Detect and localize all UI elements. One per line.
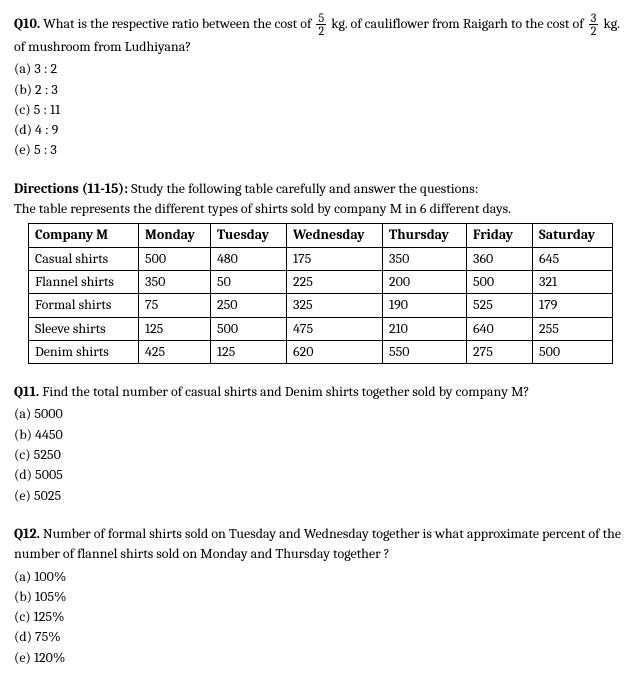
cell: 190 [383,294,467,317]
frac-den: 2 [589,25,599,37]
option-e: (e) 5025 [14,486,623,506]
table-row: Sleeve shirts 125 500 475 210 640 255 [29,317,613,340]
q10-label: Q10. [14,15,40,32]
col-header: Company M [29,224,139,247]
cell: 475 [287,317,383,340]
row-label: Formal shirts [29,294,139,317]
option-a: (a) 100% [14,567,623,587]
cell: 360 [467,247,533,270]
row-label: Casual shirts [29,247,139,270]
q11-label: Q11. [14,383,39,400]
q11-options: (a) 5000 (b) 4450 (c) 5250 (d) 5005 (e) … [14,404,623,505]
option-a: (a) 5000 [14,404,623,424]
cell: 620 [287,340,383,363]
option-b: (b) 2 : 3 [14,80,623,100]
cell: 250 [211,294,287,317]
cell: 255 [533,317,613,340]
question-11: Q11. Find the total number of casual shi… [14,382,623,402]
q10-options: (a) 3 : 2 (b) 2 : 3 (c) 5 : 11 (d) 4 : 9… [14,59,623,160]
row-label: Sleeve shirts [29,317,139,340]
cell: 321 [533,270,613,293]
option-c: (c) 5 : 11 [14,100,623,120]
table-row: Casual shirts 500 480 175 350 360 645 [29,247,613,270]
col-header: Friday [467,224,533,247]
col-header: Wednesday [287,224,383,247]
cell: 640 [467,317,533,340]
table-row: Denim shirts 425 125 620 550 275 500 [29,340,613,363]
option-b: (b) 105% [14,587,623,607]
cell: 500 [211,317,287,340]
frac-den: 2 [316,25,326,37]
cell: 645 [533,247,613,270]
directions-text: Study the following table carefully and … [131,180,478,197]
table-row: Flannel shirts 350 50 225 200 500 321 [29,270,613,293]
cell: 425 [139,340,211,363]
option-c: (c) 5250 [14,445,623,465]
cell: 75 [139,294,211,317]
q10-text-2: kg. of cauliflower from Raigarh to the c… [331,15,586,32]
cell: 200 [383,270,467,293]
row-label: Flannel shirts [29,270,139,293]
directions-label: Directions (11-15): [14,180,128,197]
cell: 550 [383,340,467,363]
option-e: (e) 5 : 3 [14,140,623,160]
col-header: Tuesday [211,224,287,247]
directions-11-15: Directions (11-15): Study the following … [14,179,623,220]
option-d: (d) 4 : 9 [14,120,623,140]
q11-text: Find the total number of casual shirts a… [42,383,529,400]
directions-subtext: The table represents the different types… [14,199,623,219]
question-10: Q10. What is the respective ratio betwee… [14,12,623,57]
question-12: Q12. Number of formal shirts sold on Tue… [14,524,623,565]
option-b: (b) 4450 [14,425,623,445]
col-header: Thursday [383,224,467,247]
cell: 325 [287,294,383,317]
q12-label: Q12. [14,525,40,542]
table-body: Casual shirts 500 480 175 350 360 645 Fl… [29,247,613,363]
cell: 500 [139,247,211,270]
q10-text-1: What is the respective ratio between the… [43,15,314,32]
fraction-3-2: 3 2 [589,12,599,37]
cell: 175 [287,247,383,270]
cell: 480 [211,247,287,270]
cell: 225 [287,270,383,293]
cell: 210 [383,317,467,340]
cell: 350 [139,270,211,293]
option-d: (d) 75% [14,627,623,647]
cell: 50 [211,270,287,293]
table-header-row: Company M Monday Tuesday Wednesday Thurs… [29,224,613,247]
table-row: Formal shirts 75 250 325 190 525 179 [29,294,613,317]
q12-text: Number of formal shirts sold on Tuesday … [14,525,621,562]
cell: 525 [467,294,533,317]
cell: 500 [467,270,533,293]
cell: 125 [139,317,211,340]
row-label: Denim shirts [29,340,139,363]
fraction-5-2: 5 2 [316,12,326,37]
cell: 350 [383,247,467,270]
shirts-table: Company M Monday Tuesday Wednesday Thurs… [28,223,613,364]
q12-options: (a) 100% (b) 105% (c) 125% (d) 75% (e) 1… [14,567,623,668]
option-d: (d) 5005 [14,465,623,485]
option-c: (c) 125% [14,607,623,627]
cell: 500 [533,340,613,363]
option-e: (e) 120% [14,648,623,668]
cell: 179 [533,294,613,317]
col-header: Monday [139,224,211,247]
cell: 275 [467,340,533,363]
col-header: Saturday [533,224,613,247]
cell: 125 [211,340,287,363]
option-a: (a) 3 : 2 [14,59,623,79]
